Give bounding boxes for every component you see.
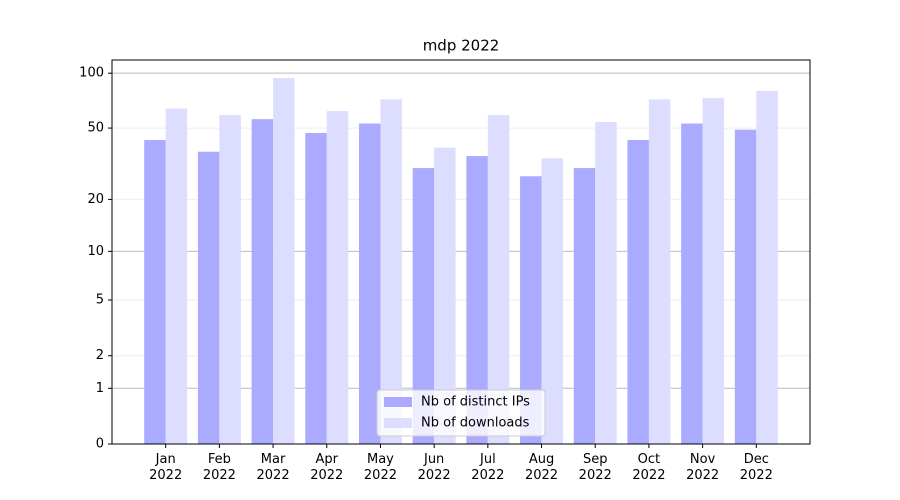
x-tick-label: May 2022 (363, 452, 397, 483)
legend-label: Nb of distinct IPs (421, 395, 530, 410)
chart-title: mdp 2022 (423, 37, 500, 55)
y-tick-label: 2 (96, 348, 104, 363)
x-tick-label: Aug 2022 (524, 452, 559, 483)
y-tick-label: 20 (87, 192, 104, 207)
legend-box (376, 389, 546, 437)
bar (520, 176, 542, 444)
x-tick-label: Jul 2022 (471, 452, 505, 483)
bar (197, 151, 220, 444)
x-tick-label: Mar 2022 (256, 452, 290, 483)
plot-frame (111, 59, 811, 445)
bar (681, 123, 703, 445)
bar (573, 168, 596, 444)
y-tick-label: 0 (96, 437, 104, 452)
bar (380, 99, 402, 445)
y-tick-label: 5 (96, 293, 104, 308)
bar (434, 147, 456, 444)
y-tick-label: 1 (96, 381, 104, 396)
x-tick-label: Jun 2022 (417, 452, 451, 483)
x-tick-label: Feb 2022 (202, 452, 236, 483)
y-tick-label: 10 (87, 244, 104, 259)
legend-label: Nb of downloads (421, 416, 530, 431)
bar (734, 129, 757, 444)
bar (144, 139, 166, 445)
legend: Nb of distinct IPs Nb of downloads (376, 389, 546, 437)
bar (251, 119, 274, 444)
x-tick-label: Oct 2022 (632, 452, 666, 483)
bar (702, 98, 725, 444)
bar (165, 108, 188, 444)
y-tick-label: 50 (87, 121, 104, 136)
bar (487, 115, 510, 445)
bar (541, 158, 564, 444)
x-tick-label: Apr 2022 (310, 452, 344, 483)
legend-swatch (384, 397, 412, 407)
bar (466, 156, 488, 445)
bar (756, 90, 778, 444)
bar (273, 78, 295, 444)
bar (627, 139, 649, 445)
legend-swatch (384, 418, 412, 428)
x-tick-label: Dec 2022 (739, 452, 773, 483)
bar (648, 99, 671, 445)
x-tick-label: Nov 2022 (686, 452, 720, 483)
bar (358, 123, 381, 445)
bar (326, 111, 349, 445)
bar (412, 168, 435, 444)
bar (219, 115, 241, 445)
x-tick-label: Jan 2022 (149, 452, 183, 483)
bar (305, 132, 327, 444)
x-tick-label: Sep 2022 (578, 452, 612, 483)
y-tick-label: 100 (79, 66, 104, 81)
bar (595, 122, 617, 444)
